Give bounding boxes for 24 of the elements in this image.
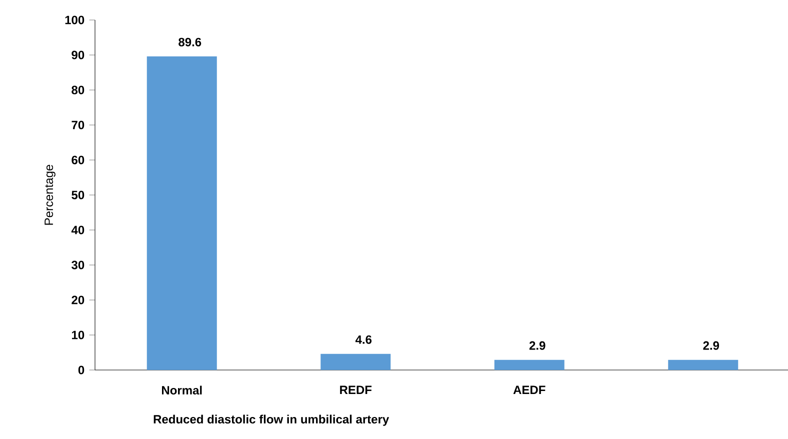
y-tick-label: 90: [72, 50, 84, 60]
y-tick-label: 40: [71, 226, 84, 234]
bar: [494, 360, 564, 370]
bar: [320, 354, 391, 370]
y-tick-label: 50: [72, 190, 84, 200]
data-label: 4.6: [355, 335, 372, 344]
y-tick-label: 80: [72, 86, 84, 94]
x-tick-label: AEDF: [513, 386, 546, 394]
bar: [668, 360, 738, 370]
y-tick-label: 30: [72, 260, 84, 270]
x-tick-label: Normal: [162, 386, 202, 395]
y-tick-label: 0: [78, 366, 84, 374]
x-axis-title: Reduced diastolic flow in umbilical artery: [154, 414, 390, 426]
y-tick-label: 100: [65, 16, 84, 24]
y-tick-label: 70: [72, 120, 84, 130]
y-tick-label: 20: [72, 296, 84, 304]
y-tick-label: 60: [72, 156, 84, 164]
y-tick-label: 10: [72, 330, 84, 340]
x-tick-label: REDF: [340, 386, 372, 394]
data-label: 2.9: [703, 341, 720, 350]
bar: [146, 56, 217, 370]
data-label: 2.9: [529, 341, 546, 350]
y-axis-title: Percentage: [44, 164, 56, 225]
data-label: 89.6: [178, 38, 202, 46]
